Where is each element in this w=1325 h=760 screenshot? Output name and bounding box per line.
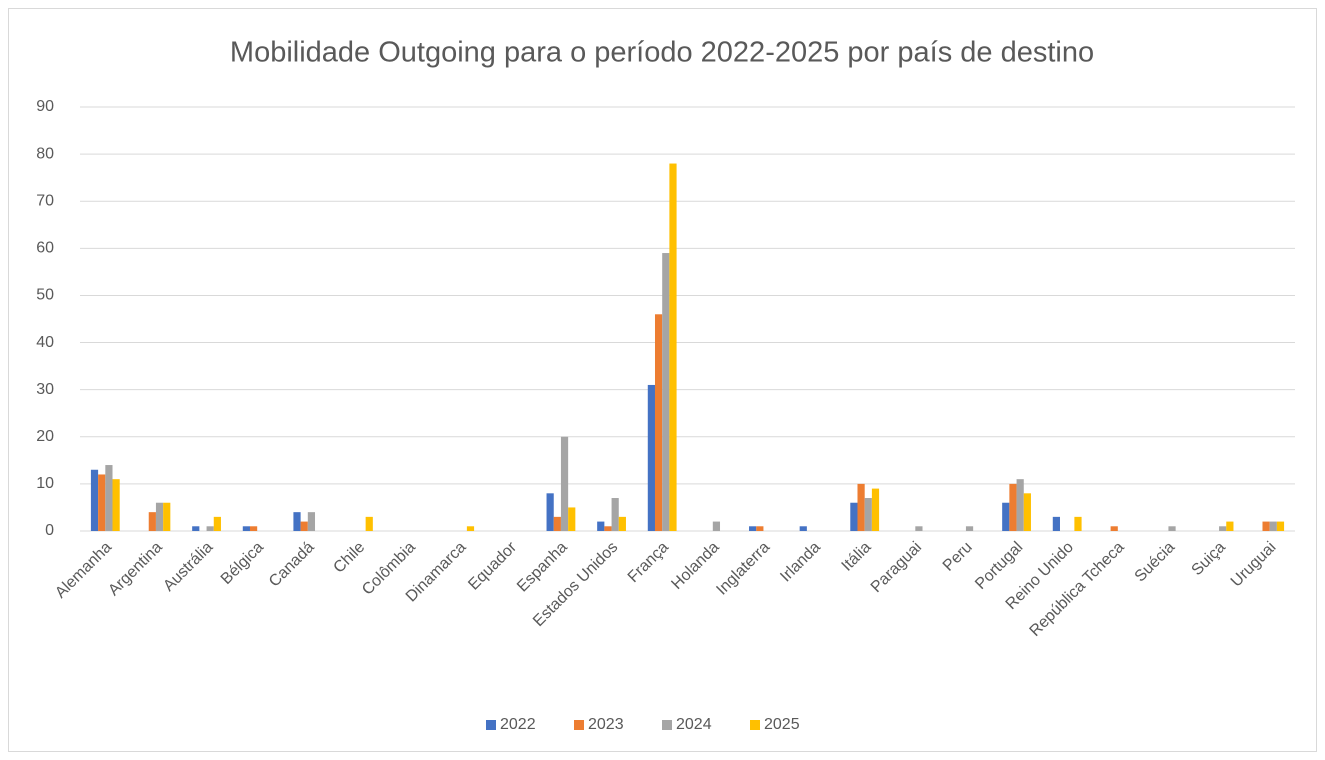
y-tick-label: 70 [36,192,54,209]
bar [242,526,250,531]
bar [850,502,858,531]
bar [654,314,663,531]
bar [749,526,757,531]
bar [611,498,619,531]
bar [857,483,865,531]
legend-swatch [662,720,672,730]
bar [1002,502,1010,531]
bar [915,526,923,531]
bar [756,526,764,531]
bar [1226,521,1234,531]
bar [597,521,605,531]
bar [864,498,872,531]
chart-title: Mobilidade Outgoing para o período 2022-… [230,37,1094,69]
bar [1219,526,1227,531]
bar [148,512,156,531]
bar [1262,521,1270,531]
legend-label: 2025 [764,716,800,733]
bar [1168,526,1176,531]
bar [365,516,373,531]
y-tick-label: 60 [36,240,54,257]
bar [553,516,561,531]
y-tick-label: 10 [36,475,54,492]
bar [1110,526,1118,531]
bar [669,163,677,532]
bar [1269,521,1277,531]
legend-label: 2023 [588,716,624,733]
bar [568,507,576,531]
bar [799,526,807,531]
bar [155,502,164,531]
legend-swatch [486,720,496,730]
bar [112,479,120,531]
y-tick-label: 40 [36,334,54,351]
bar [965,526,974,531]
bar [1016,479,1024,531]
bar [293,512,301,531]
bar [662,253,670,532]
bar [1276,521,1285,531]
y-tick-label: 80 [36,145,54,162]
bar [1052,516,1060,531]
y-tick-label: 30 [36,381,54,398]
bar [90,469,99,531]
legend-label: 2022 [500,716,536,733]
bar [105,465,113,531]
legend-swatch [574,720,584,730]
legend-label: 2024 [676,716,712,733]
bar [1009,483,1017,531]
bar [206,526,214,531]
bar [560,436,569,531]
bar [546,493,554,531]
bar [618,516,626,531]
legend-swatch [750,720,760,730]
bar [712,521,721,531]
bar [300,521,308,531]
bar [871,488,880,531]
bar [163,502,171,531]
bar [1023,493,1031,531]
y-tick-label: 0 [45,522,54,539]
y-tick-label: 50 [36,287,54,304]
bar [466,526,475,531]
bar [98,474,106,531]
bar [249,526,258,531]
bar [1074,516,1082,531]
bar [604,526,612,531]
bar [307,512,316,531]
bar [192,526,200,531]
bar [647,384,655,531]
y-tick-label: 90 [36,98,54,115]
y-tick-label: 20 [36,428,54,445]
bar [213,516,221,531]
